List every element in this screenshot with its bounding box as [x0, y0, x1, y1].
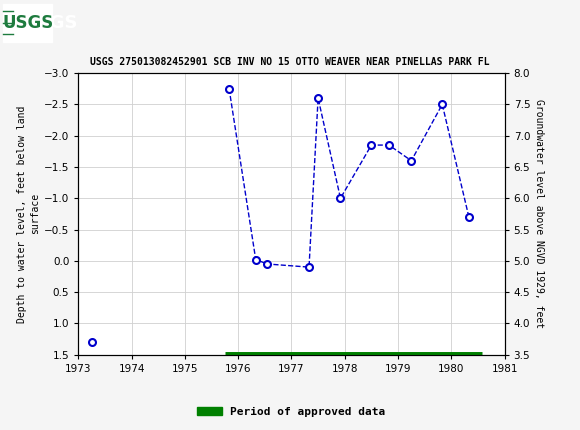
- Bar: [3, 3, 52, 42]
- Text: USGS 275013082452901 SCB INV NO 15 OTTO WEAVER NEAR PINELLAS PARK FL: USGS 275013082452901 SCB INV NO 15 OTTO …: [90, 57, 490, 68]
- Text: USGS: USGS: [2, 14, 53, 31]
- Y-axis label: Groundwater level above NGVD 1929, feet: Groundwater level above NGVD 1929, feet: [534, 99, 544, 329]
- Text: ≈USGS: ≈USGS: [7, 14, 78, 31]
- Legend: Period of approved data: Period of approved data: [193, 402, 390, 421]
- Y-axis label: Depth to water level, feet below land
surface: Depth to water level, feet below land su…: [17, 105, 40, 322]
